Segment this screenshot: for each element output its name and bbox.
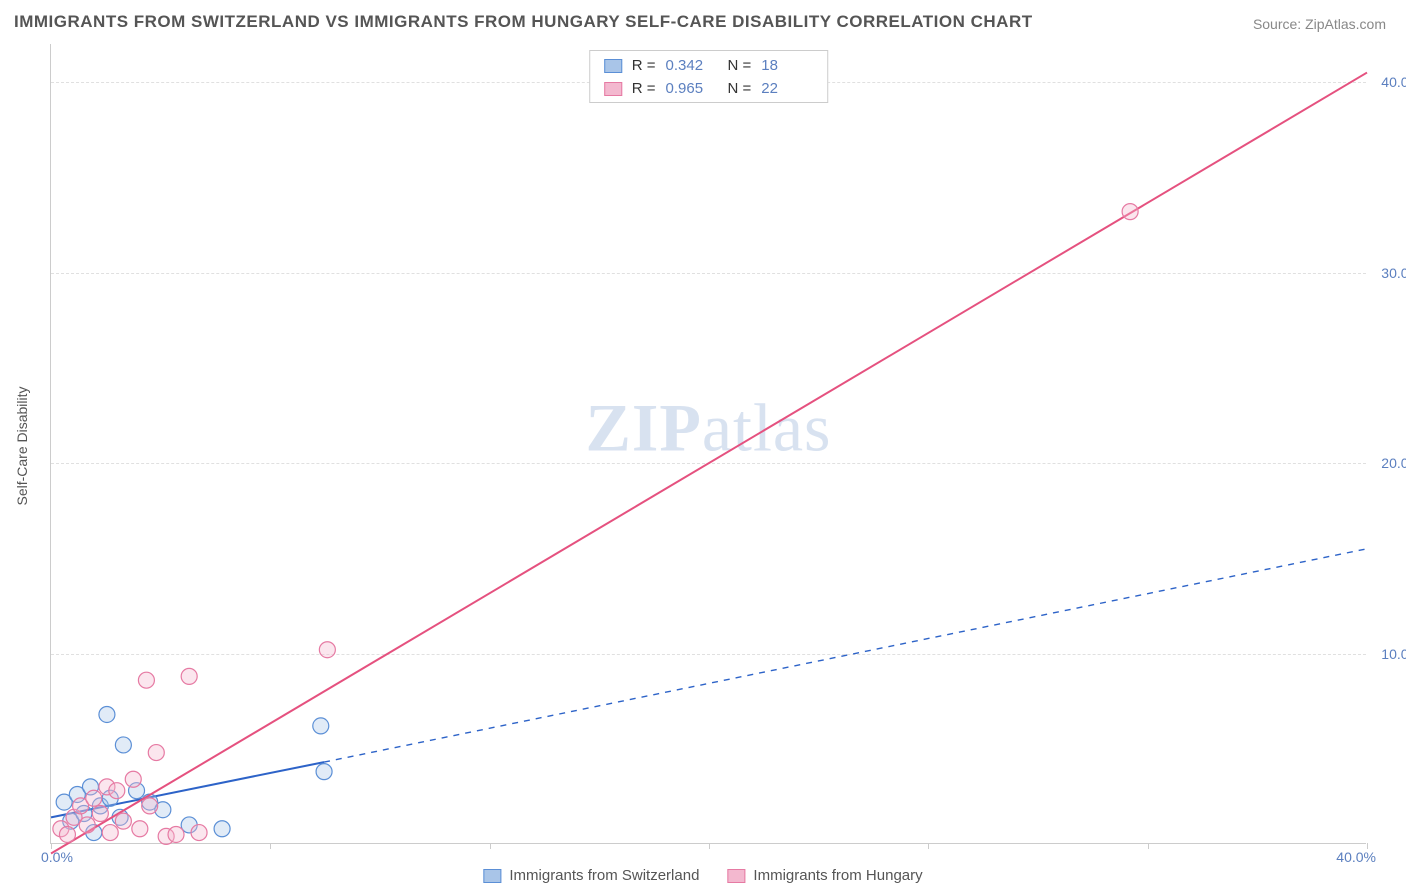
series-legend: Immigrants from Switzerland Immigrants fr… (483, 867, 922, 884)
n-label: N = (728, 55, 752, 78)
n-value: 18 (761, 55, 813, 78)
y-tick-label: 20.0% (1381, 455, 1406, 471)
x-tick (928, 843, 929, 849)
regression-line-solid (51, 73, 1367, 854)
data-point (115, 737, 131, 753)
data-point (168, 826, 184, 842)
x-tick (1148, 843, 1149, 849)
n-label: N = (728, 78, 752, 101)
x-tick (1367, 843, 1368, 849)
data-point (313, 718, 329, 734)
data-point (181, 668, 197, 684)
data-point (316, 764, 332, 780)
data-point (191, 825, 207, 841)
r-label: R = (632, 55, 656, 78)
data-point (125, 771, 141, 787)
correlation-legend: R = 0.342 N = 18 R = 0.965 N = 22 (589, 50, 829, 103)
y-axis-label: Self-Care Disability (14, 386, 30, 505)
x-tick (270, 843, 271, 849)
y-tick-label: 40.0% (1381, 74, 1406, 90)
data-point (148, 745, 164, 761)
data-point (109, 783, 125, 799)
r-label: R = (632, 78, 656, 101)
legend-swatch (604, 82, 622, 96)
data-point (92, 806, 108, 822)
source-attribution: Source: ZipAtlas.com (1253, 16, 1386, 32)
n-value: 22 (761, 78, 813, 101)
x-tick (51, 843, 52, 849)
legend-row: R = 0.342 N = 18 (604, 55, 814, 78)
data-point (214, 821, 230, 837)
regression-line-dashed (324, 549, 1367, 762)
x-end-tick-label: 40.0% (1336, 849, 1376, 865)
legend-swatch (727, 869, 745, 883)
legend-swatch (604, 59, 622, 73)
legend-swatch (483, 869, 501, 883)
y-tick-label: 10.0% (1381, 646, 1406, 662)
chart-title: IMMIGRANTS FROM SWITZERLAND VS IMMIGRANT… (14, 12, 1033, 32)
data-point (79, 817, 95, 833)
data-point (86, 790, 102, 806)
legend-label: Immigrants from Switzerland (509, 867, 699, 884)
scatter-chart-svg (51, 44, 1366, 843)
data-point (115, 813, 131, 829)
legend-item: Immigrants from Switzerland (483, 867, 699, 884)
data-point (102, 825, 118, 841)
y-tick-label: 30.0% (1381, 265, 1406, 281)
data-point (142, 798, 158, 814)
origin-tick-label: 0.0% (41, 849, 73, 865)
legend-label: Immigrants from Hungary (753, 867, 922, 884)
data-point (138, 672, 154, 688)
data-point (319, 642, 335, 658)
r-value: 0.965 (666, 78, 718, 101)
x-tick (490, 843, 491, 849)
legend-row: R = 0.965 N = 22 (604, 78, 814, 101)
plot-area: ZIPatlas 10.0%20.0%30.0%40.0% R =0.342N … (50, 44, 1366, 844)
x-tick (709, 843, 710, 849)
r-value: 0.342 (666, 55, 718, 78)
data-point (59, 826, 75, 842)
data-point (132, 821, 148, 837)
legend-item: Immigrants from Hungary (727, 867, 922, 884)
data-point (99, 706, 115, 722)
data-point (1122, 204, 1138, 220)
